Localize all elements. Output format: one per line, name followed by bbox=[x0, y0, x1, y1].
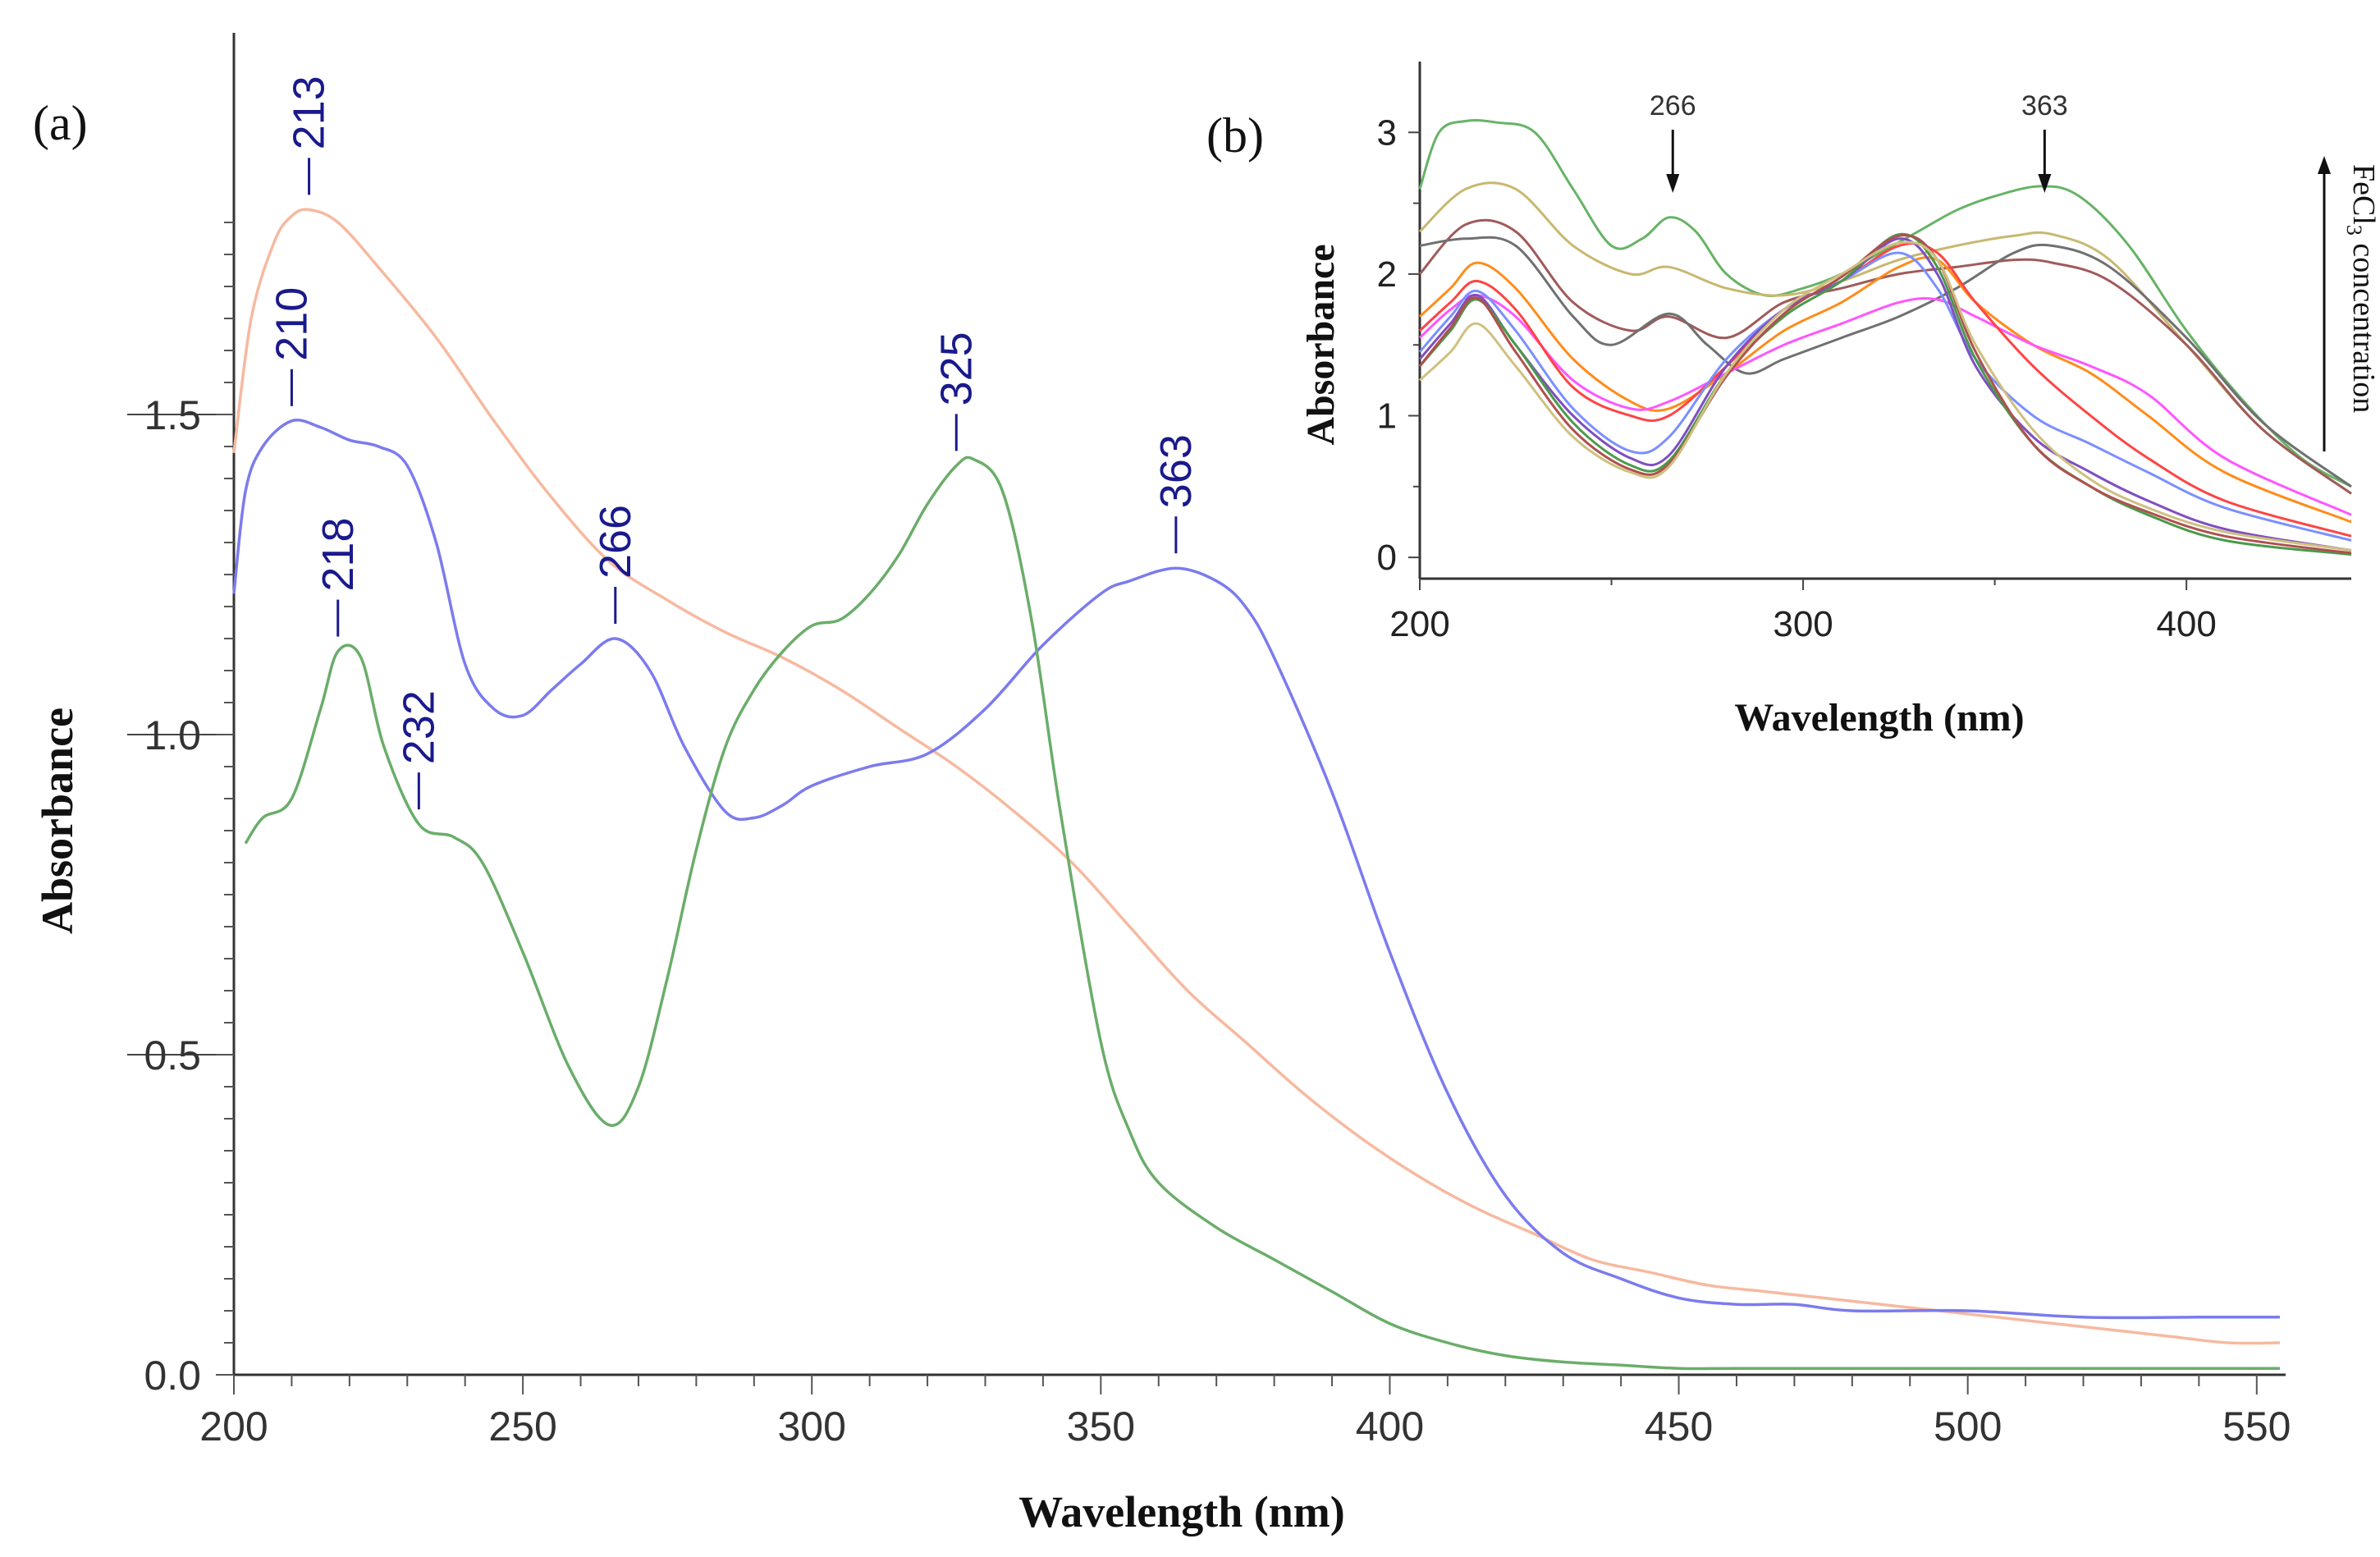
panel-b-series-line-1 bbox=[1418, 181, 2352, 495]
panel-a-peak-label: 218 bbox=[314, 517, 363, 591]
panel-b-label: (b) bbox=[1206, 108, 1264, 163]
panel-a-series-line-1 bbox=[232, 419, 2280, 1320]
concentration-label-subscript: 3 bbox=[2342, 225, 2366, 236]
panel-b-series-line-11 bbox=[1418, 240, 2352, 552]
panel-a-x-axis-title: Wavelength (nm) bbox=[1018, 1487, 1345, 1536]
panel-a-y-tick-label: 1.5 bbox=[144, 392, 201, 438]
panel-a-x-tick-label: 300 bbox=[778, 1404, 846, 1449]
panel-b-arrow-label: 363 bbox=[2021, 90, 2068, 121]
panel-a-x-tick-label: 550 bbox=[2222, 1404, 2291, 1449]
panel-a-x-tick-label: 350 bbox=[1067, 1404, 1135, 1449]
panel-b-x-tick-label: 200 bbox=[1389, 604, 1449, 644]
panel-b-series-line-5 bbox=[1418, 294, 2352, 516]
panel-b-y-axis-title: Absorbance bbox=[1299, 244, 1343, 445]
panel-a-peak-label: 210 bbox=[267, 287, 316, 361]
panel-a-x-tick-label: 500 bbox=[1934, 1404, 2002, 1449]
panel-a-y-ticks: 0.0 0.5 1.0 1.5 bbox=[144, 222, 234, 1399]
panel-b-series-line-10 bbox=[1418, 234, 2352, 555]
panel-b-y-tick-label: 1 bbox=[1377, 396, 1397, 437]
concentration-arrow-head bbox=[2318, 156, 2331, 174]
panel-a-x-tick-label: 200 bbox=[199, 1404, 268, 1449]
panel-a-y-tick-label: 1.0 bbox=[144, 712, 201, 758]
panel-a-x-tick-label: 450 bbox=[1645, 1404, 1713, 1449]
panel-b-x-tick-label: 300 bbox=[1773, 604, 1833, 644]
panel-a-peak-label: 266 bbox=[591, 505, 640, 579]
panel-b: (b) 0 1 2 3 200 300 400 266 363 Wavelength (nm… bbox=[1206, 33, 2380, 747]
panel-a-peak-label: 232 bbox=[394, 690, 443, 764]
panel-a-peak-label: 325 bbox=[931, 332, 981, 405]
panel-b-axes bbox=[1418, 62, 2351, 580]
panel-a-series-line-2 bbox=[244, 456, 2280, 1371]
panel-a-y-tick-label: 0.0 bbox=[144, 1353, 201, 1399]
concentration-side-label: FeCl3 concentration bbox=[2342, 164, 2380, 413]
panel-b-x-ticks: 200 300 400 bbox=[1389, 579, 2217, 644]
panel-b-x-axis-title: Wavelength (nm) bbox=[1734, 696, 2024, 740]
panel-a-x-tick-label: 250 bbox=[488, 1404, 556, 1449]
panel-a-y-axis-title: Absorbance bbox=[33, 708, 82, 934]
panel-b-x-tick-label: 400 bbox=[2156, 604, 2216, 644]
panel-a-label: (a) bbox=[33, 96, 88, 150]
panel-a-series-line-0 bbox=[232, 208, 2281, 1345]
panel-b-y-tick-label: 0 bbox=[1377, 538, 1397, 578]
panel-a-peak-label: 213 bbox=[285, 76, 334, 149]
panel-b-series-line-2 bbox=[1418, 218, 2352, 495]
panel-b-series-line-3 bbox=[1419, 236, 2352, 488]
panel-b-y-ticks: 0 1 2 3 bbox=[1377, 112, 1420, 578]
panel-a-peak-label: 363 bbox=[1151, 434, 1201, 508]
panel-a-peak-annotations: 213 210 218 232 266 325 363 bbox=[267, 76, 1201, 810]
panel-a-y-tick-label: 0.5 bbox=[144, 1033, 201, 1078]
panel-b-arrow-head bbox=[1666, 174, 1680, 193]
panel-a: (a) 0.0 0.5 1.0 1.5 200 250 300 350 400 450 500 55… bbox=[33, 33, 2291, 1536]
panel-b-arrow-head bbox=[2038, 174, 2052, 193]
panel-b-arrow-label: 266 bbox=[1650, 90, 1696, 121]
concentration-label-prefix: FeCl bbox=[2346, 164, 2380, 225]
panel-b-arrow-annotations: 266 363 bbox=[1650, 90, 2068, 193]
panel-b-series bbox=[1418, 119, 2352, 556]
panel-a-x-tick-label: 400 bbox=[1356, 1404, 1424, 1449]
panel-b-series-line-0 bbox=[1418, 119, 2352, 488]
panel-b-background bbox=[1321, 33, 2372, 747]
panel-b-y-tick-label: 2 bbox=[1377, 254, 1397, 295]
concentration-label-suffix: concentration bbox=[2346, 236, 2380, 413]
panel-a-series bbox=[232, 208, 2281, 1371]
panel-a-x-ticks: 200 250 300 350 400 450 500 550 bbox=[199, 1375, 2291, 1449]
panel-b-y-tick-label: 3 bbox=[1377, 112, 1397, 153]
panel-b-series-line-4 bbox=[1418, 256, 2352, 524]
